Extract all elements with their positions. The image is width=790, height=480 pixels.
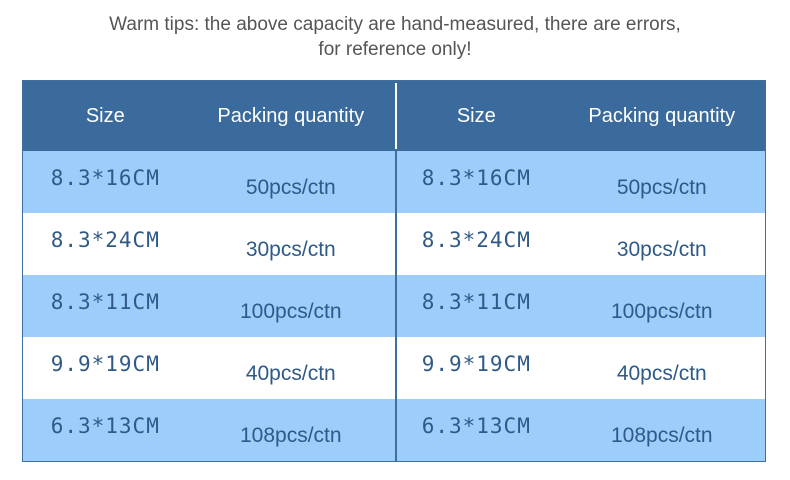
size-cell: 8.3*24CM xyxy=(421,228,531,252)
size-cell: 6.3*13CM xyxy=(421,414,531,438)
size-cell: 8.3*11CM xyxy=(421,290,531,314)
packing-table: Size Packing quantity Size Packing quant… xyxy=(22,80,766,462)
header-packing-quantity-2: Packing quantity xyxy=(588,104,736,127)
column-divider xyxy=(395,151,397,461)
quantity-cell: 30pcs/ctn xyxy=(616,238,707,261)
quantity-cell: 40pcs/ctn xyxy=(616,362,707,385)
quantity-cell: 108pcs/ctn xyxy=(610,424,713,447)
header-size-2: Size xyxy=(456,104,496,127)
size-cell: 8.3*16CM xyxy=(421,166,531,190)
tips-line-1: Warm tips: the above capacity are hand-m… xyxy=(109,14,681,35)
size-cell: 9.9*19CM xyxy=(421,352,531,376)
quantity-cell: 50pcs/ctn xyxy=(245,176,336,199)
table-row: 8.3*16CM 50pcs/ctn 8.3*16CM 50pcs/ctn xyxy=(23,151,765,213)
quantity-cell: 40pcs/ctn xyxy=(245,362,336,385)
size-cell: 8.3*11CM xyxy=(50,290,160,314)
size-cell: 8.3*16CM xyxy=(50,166,160,190)
header-packing-quantity: Packing quantity xyxy=(217,104,365,127)
size-cell: 8.3*24CM xyxy=(50,228,160,252)
table-row: 8.3*24CM 30pcs/ctn 8.3*24CM 30pcs/ctn xyxy=(23,213,765,275)
table-header: Size Packing quantity Size Packing quant… xyxy=(23,81,765,151)
quantity-cell: 100pcs/ctn xyxy=(239,300,342,323)
size-cell: 9.9*19CM xyxy=(50,352,160,376)
quantity-cell: 30pcs/ctn xyxy=(245,238,336,261)
tips-line-2: for reference only! xyxy=(318,39,472,60)
table-row: 6.3*13CM 108pcs/ctn 6.3*13CM 108pcs/ctn xyxy=(23,399,765,461)
header-divider xyxy=(395,83,397,149)
size-cell: 6.3*13CM xyxy=(50,414,160,438)
warm-tips: Warm tips: the above capacity are hand-m… xyxy=(0,12,790,62)
quantity-cell: 50pcs/ctn xyxy=(616,176,707,199)
header-size: Size xyxy=(85,104,125,127)
table-row: 9.9*19CM 40pcs/ctn 9.9*19CM 40pcs/ctn xyxy=(23,337,765,399)
quantity-cell: 108pcs/ctn xyxy=(239,424,342,447)
quantity-cell: 100pcs/ctn xyxy=(610,300,713,323)
table-row: 8.3*11CM 100pcs/ctn 8.3*11CM 100pcs/ctn xyxy=(23,275,765,337)
